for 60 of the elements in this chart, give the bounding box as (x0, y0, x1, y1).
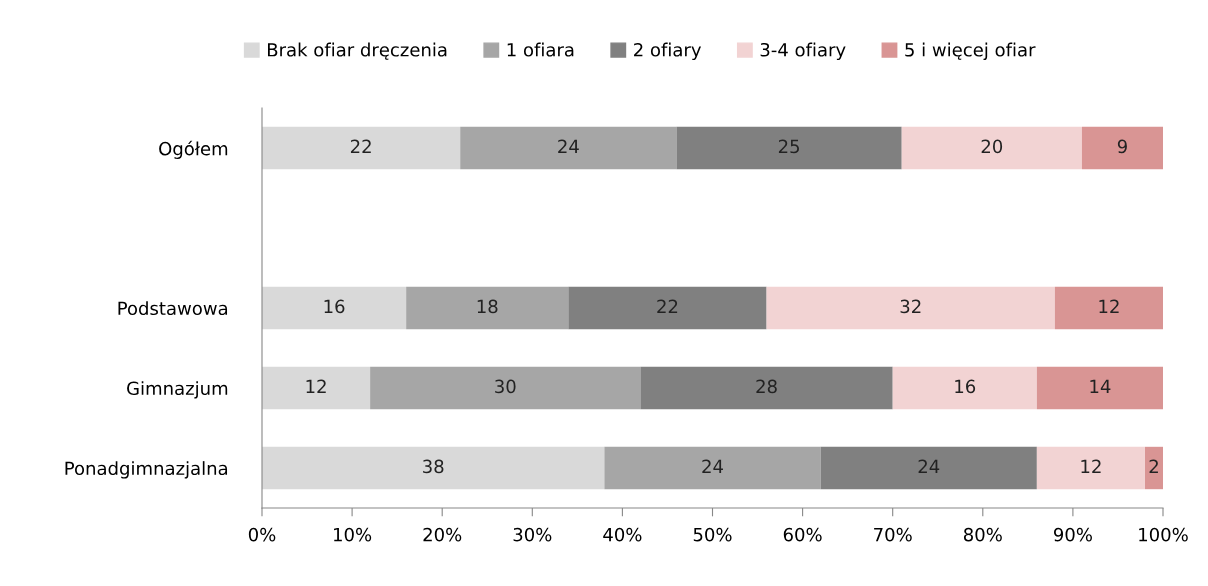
y-tick-label: Ponadgimnazjalna (65, 461, 228, 479)
data-label: 24 (558, 139, 579, 153)
data-label: 2 (1149, 459, 1158, 473)
bar (460, 126, 677, 170)
data-label: 16 (324, 299, 345, 314)
bar (766, 286, 1055, 330)
legend-label: 3-4 ofiary (760, 42, 846, 61)
x-tick-label: 20% (423, 527, 462, 542)
legend-label: 5 i więcej ofiar (905, 42, 1036, 61)
data-label: 30 (495, 379, 516, 394)
y-tick-label: Gimnazjum (127, 381, 228, 399)
legend-label: Brak ofiar dręczenia (267, 42, 447, 60)
x-tick-label: 10% (334, 527, 372, 542)
bar (370, 366, 641, 410)
data-label: 12 (306, 379, 326, 393)
y-tick-label: Ogółem (159, 140, 228, 159)
data-label: 22 (657, 299, 678, 313)
data-label: 22 (350, 139, 371, 153)
x-tick-label: 90% (1053, 527, 1092, 542)
data-label: 24 (702, 459, 723, 473)
bar (406, 286, 569, 330)
bar (892, 366, 1037, 410)
data-label: 38 (423, 459, 444, 474)
bar (604, 446, 821, 490)
data-label: 25 (778, 139, 799, 154)
data-label: 18 (477, 299, 498, 314)
data-label: 14 (1090, 379, 1111, 393)
bar (1036, 446, 1145, 490)
data-label: 20 (981, 139, 1003, 154)
bar (262, 366, 371, 410)
legend-label: 2 ofiary (634, 42, 701, 61)
bar (1054, 286, 1163, 330)
y-tick-label: Podstawowa (118, 301, 228, 316)
x-tick-label: 80% (963, 527, 1002, 542)
x-tick-label: 100% (1139, 527, 1188, 542)
x-tick-label: 70% (874, 527, 912, 542)
data-label: 28 (756, 379, 777, 394)
bar (568, 286, 767, 330)
bar (262, 286, 407, 330)
data-label: 32 (900, 299, 921, 314)
x-tick-label: 60% (783, 527, 822, 542)
data-label: 9 (1117, 139, 1127, 154)
x-tick-label: 30% (513, 527, 552, 542)
bar (1081, 126, 1163, 170)
bar (1036, 366, 1163, 410)
bar (262, 446, 605, 490)
data-label: 12 (1099, 299, 1119, 313)
x-tick-label: 50% (693, 527, 732, 542)
x-tick-label: 0% (248, 527, 276, 542)
bar (262, 126, 461, 170)
data-label: 16 (955, 379, 976, 394)
bar (676, 126, 902, 170)
bar (901, 126, 1082, 170)
bar (1144, 446, 1163, 490)
bar (640, 366, 893, 410)
x-tick-label: 40% (603, 527, 642, 542)
data-label: 12 (1081, 459, 1101, 473)
legend-label: 1 ofiara (507, 42, 574, 57)
data-label: 24 (918, 459, 940, 473)
bar (820, 446, 1037, 490)
